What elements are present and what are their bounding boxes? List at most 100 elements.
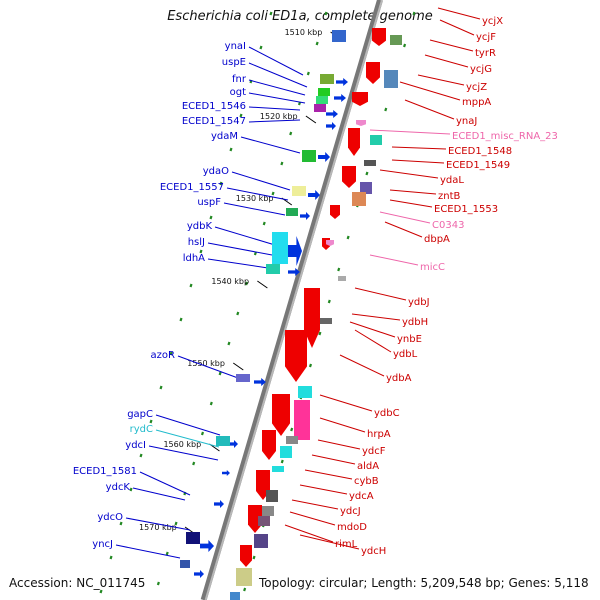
blue-gene-arrow	[300, 212, 310, 220]
blue-gene-arrow	[214, 500, 224, 508]
blue-gene-arrow	[222, 470, 230, 476]
right-gene-block	[338, 276, 346, 281]
genome-title: Escherichia coli ED1a, complete genome	[167, 9, 433, 24]
ruler-track-left-dash	[200, 431, 205, 436]
ruler-track-far-left-dash	[189, 283, 193, 288]
right-gene-label: mdoD	[337, 522, 367, 533]
right-gene-label: micC	[420, 262, 445, 273]
left-gene-leader	[155, 429, 220, 448]
right-gene-label: ydbH	[402, 317, 428, 328]
right-gene-leader	[369, 254, 419, 266]
right-gene-block	[236, 568, 252, 586]
right-gene-label: ydcF	[362, 446, 386, 457]
blue-gene-arrow	[318, 152, 330, 162]
left-gene-block	[216, 436, 230, 446]
left-gene-label: ydcO	[97, 512, 123, 523]
left-gene-leader	[155, 414, 221, 436]
left-gene-label: ECED1_1547	[182, 116, 246, 127]
blue-gene-arrow	[308, 190, 320, 200]
left-gene-block	[286, 208, 298, 216]
right-gene-leader	[391, 159, 445, 164]
left-gene-leader	[148, 445, 219, 461]
ruler-track-right-dash	[290, 427, 294, 432]
kbp-label: 1540 kbp	[211, 277, 249, 286]
blue-gene-arrow	[228, 440, 238, 448]
right-gene-block	[370, 135, 382, 145]
ruler-track-left-dash	[174, 521, 178, 526]
right-gene-block	[352, 192, 366, 206]
left-gene-leader	[223, 202, 286, 216]
left-gene-label: ydaO	[203, 166, 229, 177]
left-gene-block	[292, 186, 306, 196]
right-gene-label: mppA	[462, 97, 491, 108]
blue-gene-arrow	[194, 570, 204, 578]
blue-gene-arrow	[288, 236, 302, 266]
ruler-track-far-left-dash	[139, 453, 143, 458]
left-gene-block	[186, 532, 200, 544]
right-gene-leader	[399, 81, 461, 101]
right-gene-leader	[379, 169, 439, 179]
right-gene-leader	[291, 499, 339, 510]
right-gene-block	[280, 446, 292, 458]
ruler-track-far-left-dash	[239, 113, 243, 118]
right-gene-leader	[311, 454, 356, 465]
right-gene-block	[360, 182, 372, 194]
left-gene-label: ECED1_1581	[73, 466, 137, 477]
red-gene-arrow	[366, 62, 380, 84]
ruler-track-left-dash	[271, 191, 275, 196]
right-gene-label: ydcH	[361, 546, 386, 557]
ruler-track-right-dash	[252, 555, 256, 560]
right-gene-leader	[404, 99, 455, 120]
right-gene-leader	[289, 511, 336, 526]
right-gene-block	[320, 318, 332, 324]
right-gene-label: aldA	[357, 461, 379, 472]
right-gene-leader	[339, 354, 385, 377]
right-gene-leader	[391, 146, 447, 150]
kbp-label: 1530 kbp	[236, 194, 274, 203]
ruler-track-right-dash	[318, 331, 322, 336]
left-gene-leader	[248, 62, 308, 88]
left-gene-leader	[132, 487, 186, 501]
ruler-track-right-dash	[280, 459, 284, 464]
red-gene-arrow	[348, 128, 360, 156]
kbp-tick	[232, 362, 244, 371]
left-gene-leader	[207, 258, 269, 269]
right-gene-label: ycjG	[470, 64, 492, 75]
right-gene-label: tyrR	[475, 48, 496, 59]
right-gene-label: cybB	[354, 476, 379, 487]
right-gene-leader	[437, 7, 481, 20]
ruler-track-far-left-dash	[99, 589, 103, 594]
right-gene-block	[230, 592, 240, 600]
genome-axis	[200, 0, 383, 600]
ruler-track-left-dash	[262, 221, 266, 226]
left-gene-block	[266, 264, 280, 274]
red-gene-arrow	[285, 330, 307, 382]
kbp-tick	[305, 115, 317, 124]
left-gene-label: azoR	[151, 350, 175, 361]
left-gene-leader	[226, 187, 289, 201]
ruler-track-left-dash	[306, 71, 310, 76]
left-gene-label: yncJ	[92, 539, 113, 550]
right-gene-block	[262, 506, 274, 516]
red-gene-arrow	[342, 166, 356, 188]
left-gene-block	[318, 88, 330, 96]
ruler-track-far-left-dash	[259, 45, 263, 50]
right-gene-label: C0343	[432, 220, 464, 231]
right-gene-label: ECED1_misc_RNA_23	[452, 131, 558, 142]
ruler-track-left-dash	[315, 41, 319, 46]
left-gene-label: uspE	[222, 57, 246, 68]
ruler-track-far-left-dash	[229, 147, 233, 152]
red-gene-arrow	[240, 545, 252, 567]
right-gene-label: ydbJ	[408, 297, 430, 308]
ruler-track-right-dash	[308, 363, 313, 368]
left-gene-block	[180, 560, 190, 568]
right-gene-block	[272, 466, 284, 472]
left-gene-block	[332, 30, 346, 42]
ruler-track-left-dash	[192, 461, 196, 466]
ruler-track-right-dash	[403, 43, 407, 48]
right-gene-leader	[389, 199, 433, 208]
right-gene-label: ydcA	[349, 491, 374, 502]
right-gene-label: ydaL	[440, 175, 464, 186]
ruler-track-far-left-dash	[209, 215, 213, 220]
